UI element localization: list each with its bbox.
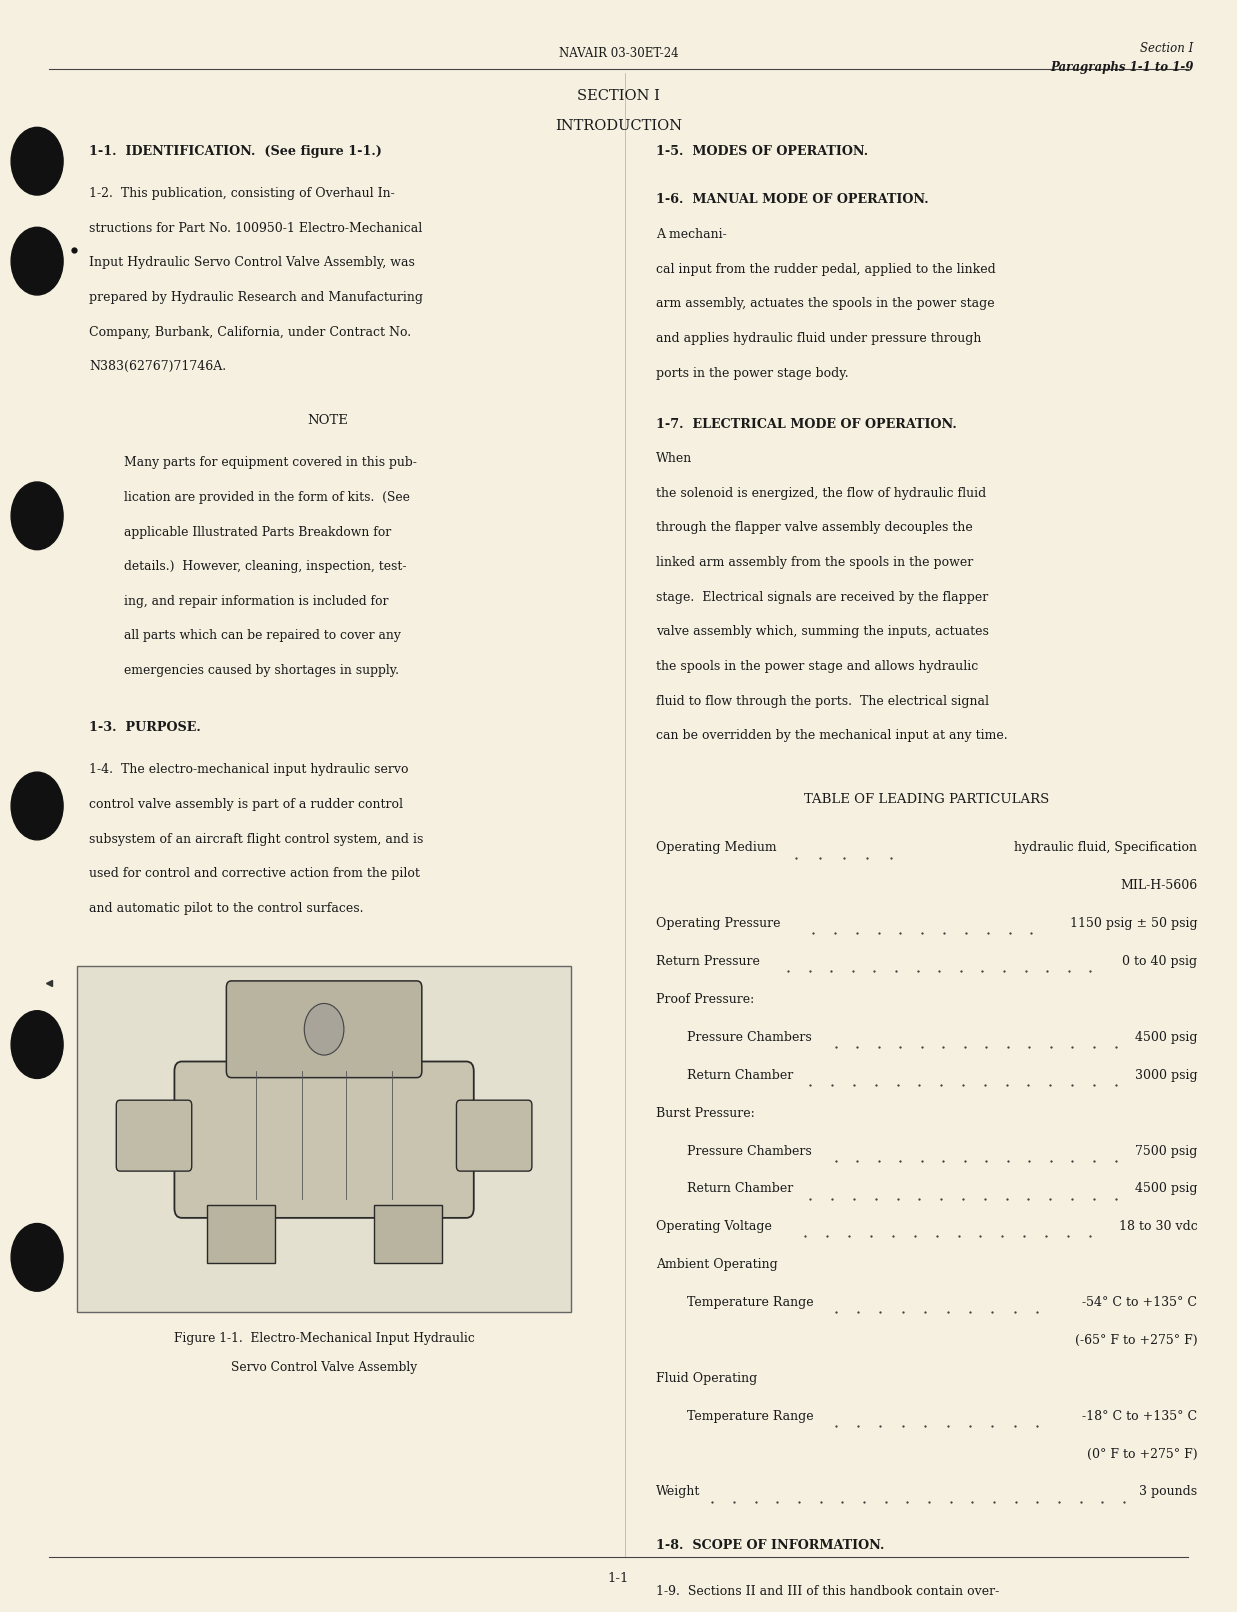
Text: (-65° F to +275° F): (-65° F to +275° F) [1075, 1333, 1197, 1348]
Text: emergencies caused by shortages in supply.: emergencies caused by shortages in suppl… [124, 664, 398, 677]
Circle shape [11, 1224, 63, 1291]
Text: Weight: Weight [656, 1485, 700, 1499]
Text: SECTION I: SECTION I [578, 89, 659, 103]
Text: 1-8.  SCOPE OF INFORMATION.: 1-8. SCOPE OF INFORMATION. [656, 1539, 884, 1552]
Text: NOTE: NOTE [307, 414, 349, 427]
Bar [207, 1204, 275, 1262]
Text: 1-9.  Sections II and III of this handbook contain over-: 1-9. Sections II and III of this handboo… [656, 1585, 998, 1597]
FancyBboxPatch shape [226, 980, 422, 1077]
Text: Return Chamber: Return Chamber [687, 1069, 793, 1082]
Text: Operating Voltage: Operating Voltage [656, 1220, 772, 1233]
Text: 7500 psig: 7500 psig [1136, 1145, 1197, 1157]
Text: Input Hydraulic Servo Control Valve Assembly, was: Input Hydraulic Servo Control Valve Asse… [89, 256, 414, 269]
Text: linked arm assembly from the spools in the power: linked arm assembly from the spools in t… [656, 556, 972, 569]
Text: Figure 1-1.  Electro-Mechanical Input Hydraulic: Figure 1-1. Electro-Mechanical Input Hyd… [173, 1332, 475, 1344]
Text: A mechani-: A mechani- [656, 227, 726, 242]
Text: 0 to 40 psig: 0 to 40 psig [1122, 954, 1197, 969]
Text: Pressure Chambers: Pressure Chambers [687, 1145, 811, 1157]
Circle shape [11, 482, 63, 550]
Text: 1-6.  MANUAL MODE OF OPERATION.: 1-6. MANUAL MODE OF OPERATION. [656, 193, 928, 206]
Text: 4500 psig: 4500 psig [1134, 1182, 1197, 1196]
Text: prepared by Hydraulic Research and Manufacturing: prepared by Hydraulic Research and Manuf… [89, 290, 423, 305]
Text: lication are provided in the form of kits.  (See: lication are provided in the form of kit… [124, 490, 409, 505]
Text: ing, and repair information is included for: ing, and repair information is included … [124, 595, 388, 608]
Text: the solenoid is energized, the flow of hydraulic fluid: the solenoid is energized, the flow of h… [656, 487, 986, 500]
Circle shape [304, 1003, 344, 1054]
Text: 18 to 30 vdc: 18 to 30 vdc [1118, 1220, 1197, 1233]
Text: Return Pressure: Return Pressure [656, 954, 760, 969]
Circle shape [11, 1011, 63, 1078]
Text: fluid to flow through the ports.  The electrical signal: fluid to flow through the ports. The ele… [656, 695, 988, 708]
Text: Proof Pressure:: Proof Pressure: [656, 993, 753, 1006]
Text: through the flapper valve assembly decouples the: through the flapper valve assembly decou… [656, 521, 972, 535]
Text: Operating Medium: Operating Medium [656, 841, 777, 854]
Text: can be overridden by the mechanical input at any time.: can be overridden by the mechanical inpu… [656, 729, 1007, 743]
Text: Burst Pressure:: Burst Pressure: [656, 1106, 755, 1120]
Circle shape [11, 227, 63, 295]
Text: N383(62767)71746A.: N383(62767)71746A. [89, 359, 226, 374]
FancyBboxPatch shape [456, 1099, 532, 1170]
Text: and applies hydraulic fluid under pressure through: and applies hydraulic fluid under pressu… [656, 332, 981, 345]
Text: 4500 psig: 4500 psig [1134, 1030, 1197, 1045]
Bar [374, 1204, 442, 1262]
FancyBboxPatch shape [174, 1061, 474, 1217]
Text: control valve assembly is part of a rudder control: control valve assembly is part of a rudd… [89, 798, 403, 811]
Text: all parts which can be repaired to cover any: all parts which can be repaired to cover… [124, 629, 401, 643]
Text: Temperature Range: Temperature Range [687, 1296, 813, 1309]
Text: MIL-H-5606: MIL-H-5606 [1121, 879, 1197, 893]
Text: 1-3.  PURPOSE.: 1-3. PURPOSE. [89, 721, 200, 735]
Text: applicable Illustrated Parts Breakdown for: applicable Illustrated Parts Breakdown f… [124, 526, 391, 538]
Text: Company, Burbank, California, under Contract No.: Company, Burbank, California, under Cont… [89, 326, 411, 339]
Text: and automatic pilot to the control surfaces.: and automatic pilot to the control surfa… [89, 901, 364, 916]
Text: Servo Control Valve Assembly: Servo Control Valve Assembly [231, 1361, 417, 1373]
Text: Section I: Section I [1141, 42, 1194, 55]
Text: (0° F to +275° F): (0° F to +275° F) [1087, 1448, 1197, 1460]
Text: Return Chamber: Return Chamber [687, 1182, 793, 1196]
Text: 1-4.  The electro-mechanical input hydraulic servo: 1-4. The electro-mechanical input hydrau… [89, 762, 408, 777]
Text: Temperature Range: Temperature Range [687, 1409, 813, 1423]
Text: Ambient Operating: Ambient Operating [656, 1257, 777, 1272]
Circle shape [11, 772, 63, 840]
Text: structions for Part No. 100950-1 Electro-Mechanical: structions for Part No. 100950-1 Electro… [89, 221, 422, 235]
Text: ports in the power stage body.: ports in the power stage body. [656, 366, 849, 380]
Text: 1-2.  This publication, consisting of Overhaul In-: 1-2. This publication, consisting of Ove… [89, 187, 395, 200]
Text: subsystem of an aircraft flight control system, and is: subsystem of an aircraft flight control … [89, 832, 423, 846]
Text: NAVAIR 03-30ET-24: NAVAIR 03-30ET-24 [559, 47, 678, 60]
Text: -54° C to +135° C: -54° C to +135° C [1082, 1296, 1197, 1309]
Text: details.)  However, cleaning, inspection, test-: details.) However, cleaning, inspection,… [124, 559, 406, 574]
Text: When: When [656, 451, 691, 466]
Text: Paragraphs 1-1 to 1-9: Paragraphs 1-1 to 1-9 [1050, 61, 1194, 74]
Text: the spools in the power stage and allows hydraulic: the spools in the power stage and allows… [656, 659, 978, 674]
Text: 1-1.  IDENTIFICATION.  (See figure 1-1.): 1-1. IDENTIFICATION. (See figure 1-1.) [89, 145, 382, 158]
Text: Many parts for equipment covered in this pub-: Many parts for equipment covered in this… [124, 456, 417, 469]
Text: 1-5.  MODES OF OPERATION.: 1-5. MODES OF OPERATION. [656, 145, 867, 158]
Text: 1-1: 1-1 [607, 1572, 630, 1585]
Text: cal input from the rudder pedal, applied to the linked: cal input from the rudder pedal, applied… [656, 263, 996, 276]
Text: Pressure Chambers: Pressure Chambers [687, 1030, 811, 1045]
Text: 1-7.  ELECTRICAL MODE OF OPERATION.: 1-7. ELECTRICAL MODE OF OPERATION. [656, 418, 956, 430]
Text: arm assembly, actuates the spools in the power stage: arm assembly, actuates the spools in the… [656, 297, 995, 311]
Text: valve assembly which, summing the inputs, actuates: valve assembly which, summing the inputs… [656, 625, 988, 638]
FancyBboxPatch shape [116, 1099, 192, 1170]
Text: stage.  Electrical signals are received by the flapper: stage. Electrical signals are received b… [656, 590, 988, 604]
Text: TABLE OF LEADING PARTICULARS: TABLE OF LEADING PARTICULARS [804, 793, 1049, 806]
Text: used for control and corrective action from the pilot: used for control and corrective action f… [89, 867, 419, 880]
Text: Fluid Operating: Fluid Operating [656, 1372, 757, 1385]
Text: 3 pounds: 3 pounds [1139, 1485, 1197, 1499]
Text: 3000 psig: 3000 psig [1134, 1069, 1197, 1082]
Bar [77, 966, 571, 1312]
Text: 1150 psig ± 50 psig: 1150 psig ± 50 psig [1070, 917, 1197, 930]
Text: -18° C to +135° C: -18° C to +135° C [1082, 1409, 1197, 1423]
Text: INTRODUCTION: INTRODUCTION [555, 119, 682, 134]
Text: Operating Pressure: Operating Pressure [656, 917, 781, 930]
Text: hydraulic fluid, Specification: hydraulic fluid, Specification [1014, 841, 1197, 854]
Circle shape [11, 127, 63, 195]
